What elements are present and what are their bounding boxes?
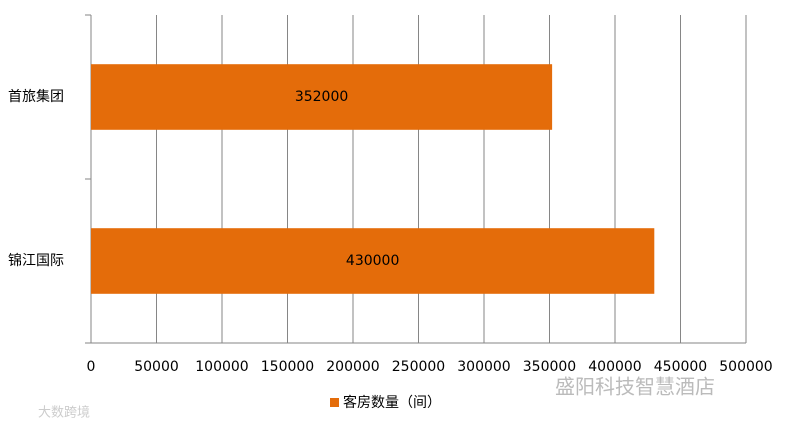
data-label: 352000 — [295, 89, 348, 105]
y-tick-label: 锦江国际 — [8, 252, 64, 269]
x-tick-label: 0 — [87, 359, 96, 375]
x-tick-label: 150000 — [261, 359, 314, 375]
bar — [91, 228, 655, 294]
x-tick-label: 500000 — [719, 359, 772, 375]
x-tick-label: 300000 — [457, 359, 510, 375]
x-tick-label: 350000 — [523, 359, 576, 375]
bar — [91, 64, 553, 130]
x-tick-label: 400000 — [588, 359, 641, 375]
legend-swatch — [330, 398, 339, 407]
x-tick-label: 100000 — [195, 359, 248, 375]
watermark: 盛阳科技智慧酒店 — [555, 375, 715, 399]
y-tick-label: 首旅集团 — [8, 88, 64, 105]
x-tick-label: 50000 — [134, 359, 179, 375]
x-tick-label: 200000 — [326, 359, 379, 375]
data-label: 430000 — [346, 253, 399, 269]
legend-label: 客房数量（间） — [343, 394, 441, 411]
x-tick-label: 450000 — [654, 359, 707, 375]
x-tick-label: 250000 — [392, 359, 445, 375]
watermark: 大数跨境 — [38, 406, 90, 421]
